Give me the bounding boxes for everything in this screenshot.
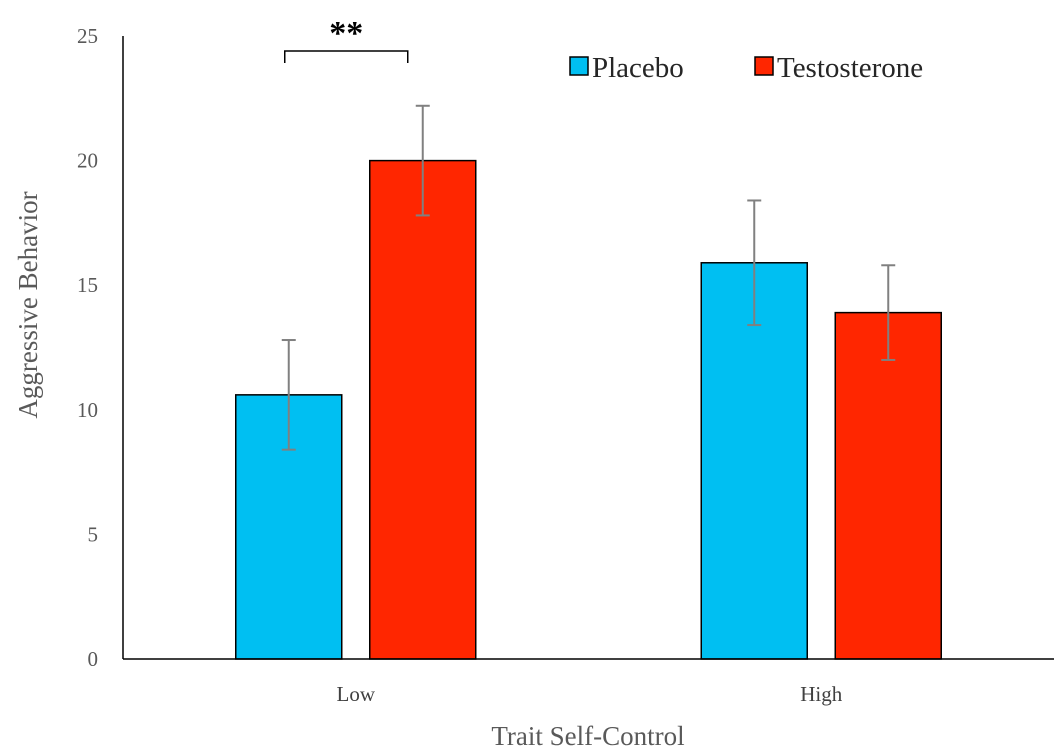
bar-testosterone-high [834, 311, 942, 660]
legend-item-testosterone: Testosterone [754, 52, 923, 84]
x-axis-categories: Low High [337, 682, 843, 706]
y-tick-label: 15 [77, 273, 98, 297]
legend-item-placebo: Placebo [569, 52, 684, 84]
y-tick-label: 0 [88, 647, 99, 671]
legend-label: Placebo [592, 52, 684, 84]
x-category-label: Low [337, 682, 376, 706]
significance-annotation: ** [284, 15, 409, 63]
error-bar [747, 199, 762, 327]
significance-bracket [284, 50, 409, 63]
bars [235, 159, 942, 660]
legend-swatch [754, 56, 774, 76]
bar-testosterone-low [369, 159, 477, 660]
y-tick-label: 10 [77, 398, 98, 422]
x-axis-title: Trait Self-Control [491, 721, 684, 751]
error-bars [281, 104, 896, 451]
legend: Placebo Testosterone [569, 52, 923, 84]
y-tick-label: 5 [88, 522, 99, 546]
significance-stars: ** [329, 15, 363, 52]
y-axis-ticks: 0 5 10 15 20 25 [77, 24, 98, 671]
y-tick-label: 25 [77, 24, 98, 48]
error-bar [881, 264, 896, 361]
legend-swatch [569, 56, 589, 76]
legend-label: Testosterone [777, 52, 923, 84]
error-bar [281, 339, 296, 451]
y-axis-title: Aggressive Behavior [13, 191, 43, 418]
bar-placebo-high [700, 262, 808, 660]
x-category-label: High [800, 682, 843, 706]
y-tick-label: 20 [77, 149, 98, 173]
error-bar [415, 104, 430, 217]
